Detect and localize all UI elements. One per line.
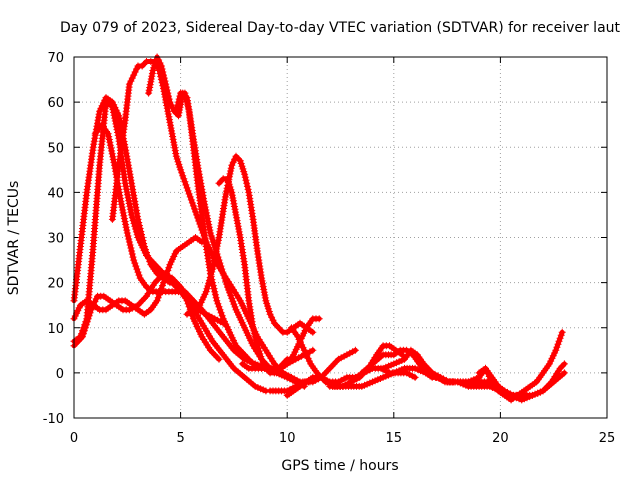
x-axis-label: GPS time / hours bbox=[281, 458, 398, 474]
y-tick-label: 60 bbox=[47, 96, 64, 111]
x-tick-label: 10 bbox=[279, 431, 296, 446]
grid bbox=[74, 57, 607, 418]
series-markers bbox=[422, 360, 568, 404]
y-tick-label: 30 bbox=[47, 232, 64, 247]
series-group bbox=[70, 53, 568, 404]
y-tick-label: 0 bbox=[56, 367, 64, 382]
y-tick-label: 70 bbox=[47, 51, 64, 66]
y-axis-label: SDTVAR / TECUs bbox=[6, 181, 22, 296]
chart-title: Day 079 of 2023, Sidereal Day-to-day VTE… bbox=[60, 20, 621, 36]
x-tick-label: 25 bbox=[599, 431, 616, 446]
tick-labels: 0 5 10 15 20 25 -10 0 10 20 30 40 50 60 70 bbox=[43, 51, 616, 446]
y-tick-label: -10 bbox=[43, 412, 64, 427]
series-arc-19 bbox=[475, 328, 566, 404]
y-tick-label: 10 bbox=[47, 322, 64, 337]
y-tick-label: 40 bbox=[47, 186, 64, 201]
x-tick-label: 0 bbox=[70, 431, 78, 446]
series-arc-10 bbox=[215, 175, 291, 377]
y-tick-label: 20 bbox=[47, 277, 64, 292]
x-tick-label: 5 bbox=[176, 431, 184, 446]
series-markers bbox=[475, 328, 566, 404]
plot-frame bbox=[73, 56, 608, 419]
series-markers bbox=[183, 152, 317, 336]
x-tick-label: 20 bbox=[492, 431, 509, 446]
series-line bbox=[476, 329, 565, 403]
series-arc-9 bbox=[183, 152, 317, 336]
y-tick-label: 50 bbox=[47, 141, 64, 156]
x-tick-label: 15 bbox=[386, 431, 403, 446]
